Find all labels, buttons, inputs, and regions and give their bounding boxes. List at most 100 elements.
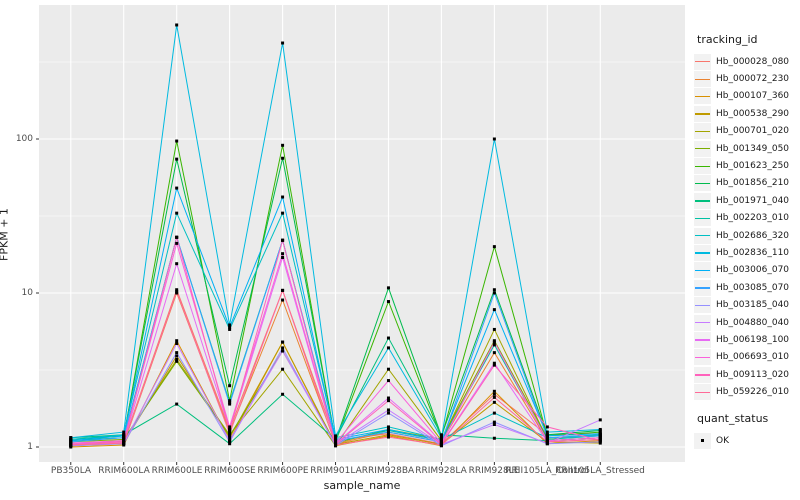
data-point	[175, 235, 179, 239]
data-point	[386, 399, 390, 403]
legend-key-swatch	[694, 175, 711, 192]
data-point	[492, 351, 496, 355]
legend-item-Hb_001971_040: Hb_001971_040	[694, 192, 789, 209]
data-point	[492, 436, 496, 440]
legend-item-label: Hb_006198_100	[716, 334, 790, 345]
data-point	[175, 211, 179, 215]
data-point	[228, 439, 232, 443]
line-swatch-icon	[695, 269, 710, 272]
legend-key-swatch	[694, 210, 711, 227]
data-point	[228, 399, 232, 403]
data-point	[492, 288, 496, 292]
legend-item-label: Hb_003006_070	[716, 265, 790, 276]
x-tick-label: RRIM901LA	[310, 466, 362, 476]
legend-key-swatch	[694, 244, 711, 261]
data-point	[228, 442, 232, 446]
data-point	[69, 443, 73, 447]
legend-item-Hb_000028_080: Hb_000028_080	[694, 53, 789, 70]
y-tick-label: 100	[15, 134, 33, 144]
legend-item-label: Hb_001349_050	[716, 143, 790, 154]
legend-item-Hb_001623_250: Hb_001623_250	[694, 157, 790, 175]
data-point	[386, 430, 390, 434]
legend-item-quant-ok: OK	[694, 432, 789, 449]
data-point	[545, 440, 549, 444]
data-point	[386, 433, 390, 437]
data-point	[281, 392, 285, 396]
legend-item-label: Hb_002203_010	[716, 213, 790, 224]
x-tick-label: RRIM928LE	[468, 466, 520, 476]
data-point	[386, 435, 390, 439]
data-point	[281, 298, 285, 302]
legend-key-swatch	[694, 297, 711, 314]
legend-key-swatch	[694, 262, 711, 279]
data-point	[122, 441, 126, 445]
data-point	[175, 357, 179, 361]
data-point	[386, 379, 390, 383]
legend-title-quant-status: quant_status	[697, 411, 769, 425]
data-point	[175, 186, 179, 190]
data-point	[175, 354, 179, 358]
line-swatch-icon	[695, 374, 710, 376]
line-swatch-icon	[695, 165, 710, 167]
data-point	[492, 363, 496, 367]
data-point	[175, 139, 179, 143]
legend-key-swatch	[694, 349, 711, 366]
data-point	[228, 325, 232, 329]
legend-item-Hb_003085_070: Hb_003085_070	[694, 279, 789, 296]
data-point	[598, 418, 602, 422]
data-point	[122, 430, 126, 434]
data-point	[175, 262, 179, 266]
data-point	[439, 443, 443, 447]
legend-item-label: Hb_002836_110	[716, 247, 790, 258]
data-point	[122, 434, 126, 438]
legend-item-label: Hb_001623_250	[716, 161, 790, 172]
data-point	[386, 336, 390, 340]
line-swatch-icon	[695, 287, 710, 289]
data-point	[386, 286, 390, 290]
x-tick-label: RRII105LA_Stressed	[555, 466, 645, 476]
data-point	[281, 211, 285, 215]
data-point	[545, 434, 549, 438]
line-swatch-icon	[695, 113, 710, 115]
legend-item-Hb_000538_290: Hb_000538_290	[694, 105, 789, 122]
y-tick-label: 10	[21, 288, 33, 298]
legend-key-swatch	[694, 314, 711, 331]
legend-key-swatch	[694, 71, 711, 88]
data-point	[492, 340, 496, 344]
data-point	[492, 327, 496, 331]
square-point-icon	[700, 438, 705, 443]
data-point	[439, 436, 443, 440]
line-swatch-icon	[695, 78, 710, 80]
data-point	[281, 346, 285, 350]
line-swatch-icon	[695, 322, 710, 324]
legend-item-label: Hb_000072_230	[716, 74, 790, 85]
data-point	[492, 291, 496, 295]
data-point	[386, 300, 390, 304]
legend-item-Hb_000701_020: Hb_000701_020	[694, 123, 789, 140]
x-tick-label: RRIM600LA	[98, 466, 150, 476]
legend-title-tracking-id: tracking_id	[697, 33, 758, 46]
x-tick-label: RRIM600SE	[204, 466, 256, 476]
data-point	[228, 428, 232, 432]
legend-item-Hb_009113_020: Hb_009113_020	[694, 366, 789, 383]
legend-item-label: Hb_003085_070	[716, 282, 790, 293]
y-axis-title: FPKM + 1	[0, 208, 11, 261]
legend-key-swatch	[694, 366, 711, 383]
legend-item-Hb_003185_040: Hb_003185_040	[694, 296, 789, 314]
line-swatch-icon	[695, 356, 710, 359]
data-point	[545, 425, 549, 429]
line-swatch-icon	[695, 304, 710, 306]
data-point	[598, 427, 602, 431]
legend: tracking_id Hb_000028_080 Hb_000072_230 Hb…	[694, 33, 789, 449]
x-tick-label: PB350LA	[50, 466, 92, 476]
data-point	[228, 327, 232, 331]
line-swatch-icon	[695, 61, 710, 63]
data-point	[69, 436, 73, 440]
data-point	[492, 361, 496, 365]
data-point	[175, 157, 179, 161]
data-point	[545, 430, 549, 434]
data-point	[228, 434, 232, 438]
data-point	[281, 340, 285, 344]
data-point	[386, 408, 390, 412]
legend-item-Hb_001856_210: Hb_001856_210	[694, 175, 789, 192]
